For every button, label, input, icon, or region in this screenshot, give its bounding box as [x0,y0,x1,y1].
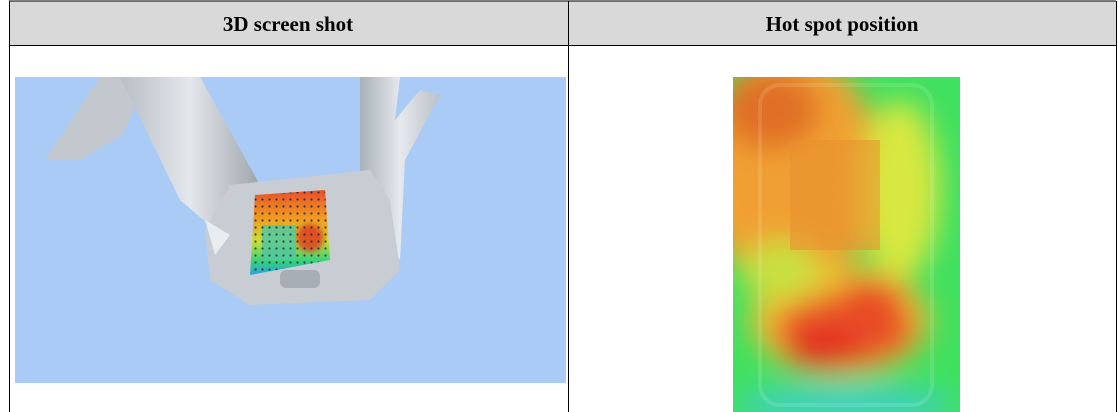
header-cell: Hot spot position [766,12,919,36]
screenshot-3d [15,77,566,383]
header-cell: 3D screen shot [223,12,353,36]
header-background [9,1,1116,45]
hotspot-heatmap [733,77,960,412]
table-borders [9,0,1117,412]
